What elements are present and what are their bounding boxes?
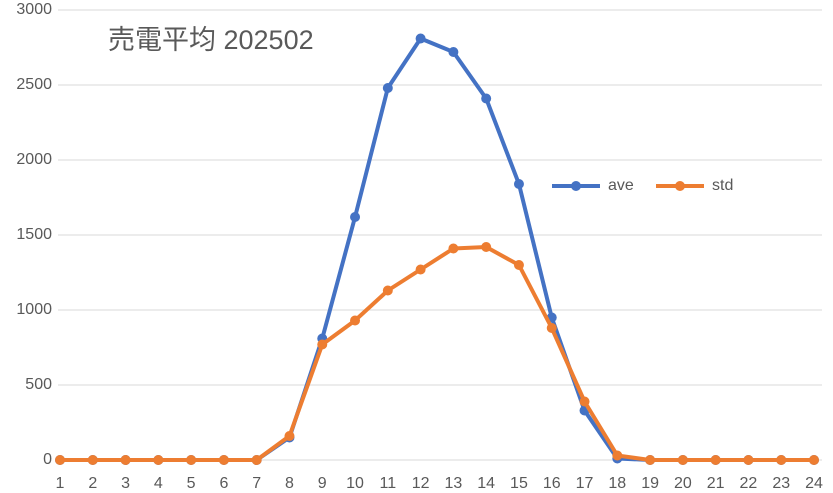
data-point — [218, 455, 229, 465]
x-tick-label: 14 — [477, 475, 495, 492]
x-tick-label: 1 — [56, 475, 65, 492]
x-tick-label: 2 — [88, 475, 97, 492]
x-tick-label: 21 — [707, 475, 725, 492]
data-point — [579, 396, 590, 407]
data-point — [677, 455, 688, 465]
x-tick-label: 13 — [444, 475, 462, 492]
data-point — [513, 260, 524, 270]
data-point — [448, 47, 459, 57]
x-tick-label: 8 — [285, 475, 294, 492]
data-point — [350, 212, 361, 222]
legend-label: std — [712, 177, 733, 194]
data-point — [612, 450, 623, 461]
data-point — [710, 455, 721, 465]
x-tick-label: 20 — [674, 475, 692, 492]
x-tick-label: 4 — [154, 475, 163, 492]
data-point — [55, 455, 65, 465]
data-point — [809, 455, 819, 465]
x-tick-label: 22 — [740, 475, 758, 492]
data-point — [317, 339, 328, 350]
x-tick-label: 5 — [187, 475, 196, 492]
data-point — [481, 93, 492, 104]
x-tick-label: 17 — [576, 475, 594, 492]
x-tick-label: 23 — [772, 475, 790, 492]
data-point — [415, 33, 426, 44]
legend-marker — [571, 181, 581, 191]
y-tick-label: 2000 — [16, 151, 52, 168]
x-tick-label: 15 — [510, 475, 528, 492]
data-point — [284, 431, 295, 441]
y-tick-label: 0 — [43, 451, 52, 468]
x-tick-label: 24 — [805, 475, 823, 492]
x-tick-label: 10 — [346, 475, 364, 492]
y-tick-label: 1000 — [16, 301, 52, 318]
x-tick-label: 12 — [412, 475, 430, 492]
y-tick-label: 1500 — [16, 226, 52, 243]
x-tick-label: 3 — [121, 475, 130, 492]
legend-label: ave — [608, 177, 634, 194]
chart-title: 売電平均 202502 — [108, 25, 314, 55]
x-tick-label: 6 — [219, 475, 228, 492]
x-tick-label: 19 — [641, 475, 659, 492]
data-point — [87, 455, 98, 465]
data-point — [776, 455, 787, 465]
data-point — [186, 455, 197, 465]
data-point — [448, 243, 459, 254]
data-point — [382, 83, 393, 93]
data-point — [481, 242, 492, 252]
y-tick-label: 2500 — [16, 76, 52, 93]
x-tick-label: 11 — [380, 475, 397, 492]
legend-marker — [675, 181, 685, 191]
data-point — [153, 455, 164, 465]
data-point — [350, 315, 361, 326]
x-tick-label: 18 — [608, 475, 626, 492]
x-tick-label: 16 — [543, 475, 561, 492]
data-point — [382, 285, 393, 296]
data-point — [743, 455, 754, 465]
y-tick-label: 500 — [25, 376, 52, 393]
data-point — [251, 455, 262, 465]
series-line — [60, 245, 814, 462]
data-point — [645, 455, 656, 465]
x-tick-label: 9 — [318, 475, 327, 492]
data-point — [415, 264, 426, 275]
data-point — [513, 179, 524, 189]
y-tick-label: 3000 — [16, 1, 52, 18]
data-point — [120, 455, 131, 465]
series-line — [60, 36, 814, 462]
data-point — [546, 323, 557, 333]
x-tick-label: 7 — [252, 475, 261, 492]
